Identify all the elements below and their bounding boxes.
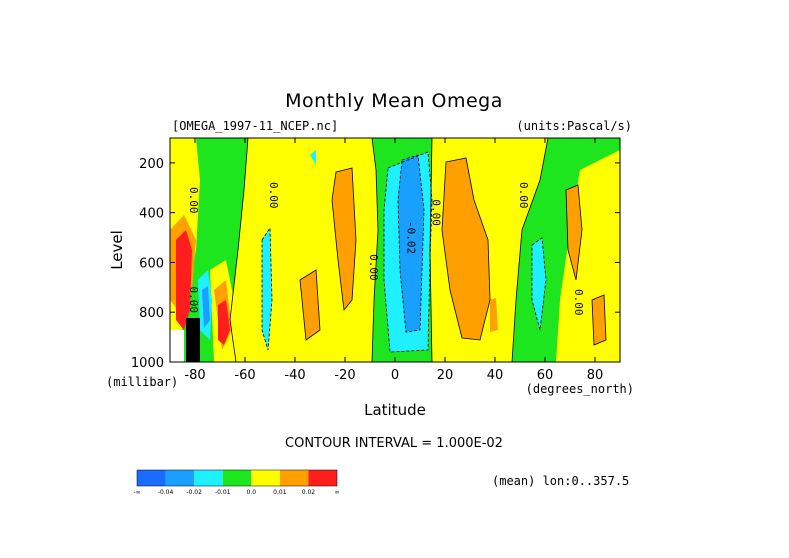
colorbar-label: -0.04 (158, 489, 174, 496)
contour-label: -0.02 (405, 221, 418, 254)
contour-label: 0.00 (572, 289, 585, 316)
field-orange-1 (332, 168, 356, 310)
contour-label: 0.00 (187, 287, 200, 314)
contour-interval-text: CONTOUR INTERVAL = 1.000E-02 (285, 436, 503, 451)
field-cyan-2 (262, 228, 272, 350)
x-tick-label: 0 (391, 368, 399, 383)
field-orange-3 (300, 270, 320, 340)
field-red-2 (218, 300, 230, 345)
plot-area: 0.00 0.00 0.00 -0.02 0.00 0.00 0.00 0.00 (170, 138, 620, 362)
x-tick-label: -80 (184, 368, 205, 383)
field-dense-contours (186, 318, 200, 362)
colorbar-swatch (279, 470, 309, 486)
colorbar-label: -0.01 (215, 489, 231, 496)
colorbar-label: -0.02 (186, 489, 202, 496)
x-tick-label: -20 (334, 368, 355, 383)
colorbar-swatch (165, 470, 195, 486)
y-tick-label: 800 (139, 306, 164, 321)
negative-contour-lines (261, 151, 547, 353)
contour-label: 0.00 (267, 182, 280, 209)
y-tick-label: 200 (139, 157, 164, 172)
file-label: [OMEGA_1997-11_NCEP.nc] (172, 119, 338, 133)
field-orange-5 (592, 295, 606, 345)
colorbar-swatch (137, 470, 166, 486)
x-axis-title: Latitude (364, 401, 426, 419)
chart-title: Monthly Mean Omega (285, 90, 503, 112)
colorbar: -∞ -0.04 -0.02 -0.01 0.0 0.01 0.02 ∞ (133, 469, 340, 496)
x-tick-label: -40 (284, 368, 305, 383)
x-tick-label: 60 (537, 368, 554, 383)
field-orange-2 (442, 158, 490, 340)
field-cyan-5 (310, 150, 316, 165)
contour-label: 0.00 (517, 182, 530, 209)
contour-label: 0.00 (367, 254, 380, 281)
field-red-1 (176, 230, 192, 330)
colorbar-swatch (251, 470, 280, 486)
colorbar-label: ∞ (335, 489, 340, 496)
y-axis-units: (millibar) (106, 375, 178, 389)
x-tick-label: 40 (487, 368, 504, 383)
x-axis: -80 -60 -40 -20 0 20 40 60 80 (184, 138, 603, 383)
contour-labels: 0.00 0.00 0.00 -0.02 0.00 0.00 0.00 0.00 (187, 182, 585, 316)
field-yellow-1 (230, 138, 378, 362)
y-axis-title: Level (108, 230, 126, 270)
y-tick-label: 400 (139, 207, 164, 222)
colorbar-swatch (222, 470, 252, 486)
y-tick-label: 1000 (131, 356, 164, 371)
x-tick-label: 80 (587, 368, 604, 383)
contour-label: 0.00 (430, 199, 443, 226)
y-tick-label: 600 (139, 256, 164, 271)
y-axis: 200 400 600 800 1000 (131, 157, 620, 371)
field-surface-white (170, 330, 184, 362)
field-blue-1 (398, 155, 424, 332)
colorbar-swatch (308, 470, 337, 486)
x-axis-units: (degrees_north) (526, 382, 634, 396)
colorbar-label: 0.02 (302, 489, 316, 496)
mean-label: (mean) lon:0..357.5 (492, 474, 629, 488)
x-tick-label: 20 (437, 368, 454, 383)
units-label: (units:Pascal/s) (516, 119, 632, 133)
x-tick-label: -60 (234, 368, 255, 383)
colorbar-label: 0.0 (247, 489, 257, 496)
colorbar-label: -∞ (133, 489, 140, 496)
colorbar-frame (136, 469, 338, 487)
field-orange-8 (490, 298, 498, 332)
contour-label: 0.00 (187, 187, 200, 214)
colorbar-swatch (194, 470, 223, 486)
colorbar-label: 0.01 (273, 489, 287, 496)
field-blue-2 (202, 286, 210, 328)
